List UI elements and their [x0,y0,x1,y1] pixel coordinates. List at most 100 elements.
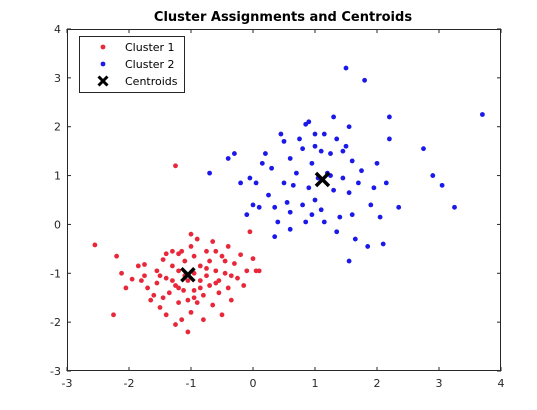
cluster-1-point [204,248,209,254]
series-cluster-1 [92,163,262,335]
cluster-2-point [331,114,336,120]
cluster-1-point [154,280,160,286]
cluster-2-point [349,212,355,218]
cluster-1-point [197,285,203,291]
cluster-2-point [250,202,256,208]
cluster-1-point [92,242,98,248]
cluster-2-point [328,151,333,156]
cluster-2-point [343,65,349,71]
cluster-2-point [253,180,259,186]
cluster-2-point [269,165,274,171]
cluster-1-point [185,297,191,303]
cluster-1-point [213,248,219,254]
cluster-1-point [194,236,200,242]
cluster-2-point [281,138,287,144]
centroid-marker [314,171,331,188]
cluster-1-point [197,263,203,269]
cluster-1-point [176,285,182,291]
cluster-1-point [160,295,166,301]
cluster-1-point [241,283,247,288]
cluster-1-point [182,258,188,264]
cluster-1-point [170,278,175,284]
cluster-2-point [349,158,355,164]
legend-marker-dot [100,61,106,67]
cluster-1-point [185,278,191,284]
cluster-2-point [346,190,352,196]
cluster-1-point [181,287,186,293]
cluster-2-point [430,173,436,178]
legend-label: Centroids [125,75,178,88]
cluster-2-point [238,180,244,186]
cluster-1-point [145,285,151,291]
cluster-2-point [309,160,315,166]
x-tick-label: -2 [124,377,135,390]
cluster-2-point [309,212,315,218]
cluster-1-point [201,317,206,323]
cluster-1-point [166,290,172,296]
cluster-2-point [281,180,287,186]
cluster-2-point [343,143,349,149]
cluster-2-point [287,226,293,232]
cluster-2-point [362,77,367,83]
x-tick-label: 2 [374,377,381,390]
cluster-1-point [179,317,185,323]
cluster-2-point [421,146,426,152]
cluster-2-point [383,180,389,186]
cluster-2-point [321,219,327,225]
plot-marks [92,65,485,335]
cluster-1-point [256,268,262,274]
cluster-2-point [300,202,305,208]
cluster-2-point [278,131,284,137]
legend-box [79,36,185,93]
cluster-1-point [232,261,237,266]
cluster-2-point [337,214,343,220]
plot-frame [67,29,501,371]
cluster-2-point [207,170,213,176]
cluster-2-point [312,131,318,137]
x-tick-label: 1 [312,377,319,390]
y-tick-label: 0 [54,218,61,231]
cluster-1-point [225,285,231,291]
cluster-1-point [176,251,182,257]
cluster-1-point [142,273,147,279]
cluster-1-point [185,329,191,335]
cluster-1-point [148,297,154,303]
cluster-1-point [173,322,178,327]
cluster-2-point [340,175,346,181]
cluster-2-point [380,241,386,247]
cluster-1-point [163,312,169,318]
cluster-1-point [170,248,175,254]
cluster-2-point [266,192,271,198]
cluster-2-point [346,124,352,130]
cluster-1-point [191,295,197,301]
cluster-2-point [300,146,305,152]
cluster-2-point [287,209,293,215]
cluster-2-point [263,151,268,156]
cluster-2-point [334,136,340,142]
legend-label: Cluster 1 [125,41,175,54]
cluster-2-point [439,182,445,188]
cluster-1-point [176,268,182,274]
cluster-2-point [306,185,312,191]
cluster-2-point [368,202,374,208]
cluster-1-point [219,312,225,318]
cluster-2-point [387,114,392,120]
cluster-2-point [352,236,358,242]
cluster-1-point [244,268,250,274]
x-tick-label: 0 [250,377,257,390]
cluster-1-point [213,280,219,286]
cluster-2-point [371,185,377,191]
y-tick-label: -3 [50,365,61,378]
cluster-1-point [213,268,219,274]
cluster-1-point [114,253,119,259]
cluster-2-point [365,244,371,249]
cluster-1-point [123,285,129,291]
cluster-1-point [129,276,135,282]
cluster-2-point [247,175,253,181]
cluster-1-point [235,275,240,281]
cluster-1-point [135,263,141,269]
cluster-2-point [256,204,262,210]
cluster-1-point [210,302,216,308]
cluster-2-point [244,212,250,218]
cluster-2-point [232,151,237,156]
